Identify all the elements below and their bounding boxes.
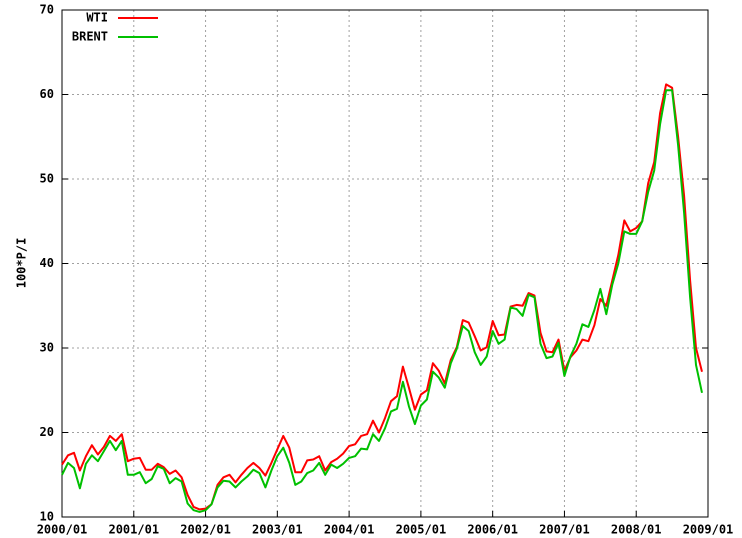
x-tick-label: 2006/01 [467,523,518,537]
series-line [61,89,703,513]
legend-label: WTI [86,11,108,25]
x-tick-label: 2003/01 [252,523,303,537]
x-tick-label: 2004/01 [324,523,375,537]
y-tick-label: 70 [40,3,54,17]
series-line [61,83,703,511]
y-tick-label: 10 [40,510,54,524]
y-tick-label: 30 [40,341,54,355]
x-tick-label: 2007/01 [539,523,590,537]
y-axis-label: 100*P/I [15,238,29,289]
x-tick-label: 2005/01 [396,523,447,537]
y-tick-label: 20 [40,425,54,439]
legend-label: BRENT [72,30,108,44]
y-tick-label: 40 [40,256,54,270]
x-tick-label: 2008/01 [611,523,662,537]
plot-border [61,9,709,518]
x-tick-label: 2000/01 [37,523,88,537]
x-tick-label: 2009/01 [683,523,734,537]
x-tick-label: 2002/01 [180,523,231,537]
x-tick-label: 2001/01 [108,523,159,537]
y-tick-label: 60 [40,87,54,101]
y-tick-label: 50 [40,172,54,186]
